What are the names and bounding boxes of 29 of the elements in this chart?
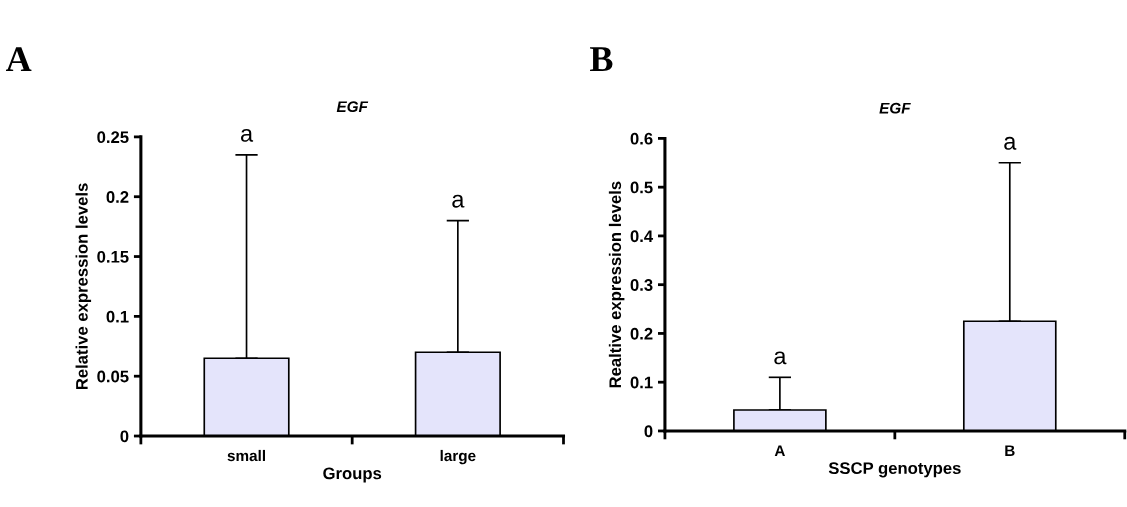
text: B	[590, 47, 613, 72]
y-tick-label: 0.4	[630, 230, 654, 243]
x-tick-label: A	[774, 445, 785, 456]
annotation: a	[240, 128, 254, 142]
x-axis-title: Groups	[323, 467, 382, 483]
x-tick-label: large	[440, 449, 476, 465]
y-tick-label: 0.2	[106, 191, 129, 203]
annotation: a	[774, 351, 787, 365]
chart-title: EGF	[336, 101, 369, 113]
text: A	[5, 47, 32, 71]
y-tick-label: 0.1	[630, 376, 653, 389]
y-tick-label: 0.05	[97, 370, 129, 383]
y-tick-label: 0.25	[97, 131, 129, 144]
annotation: a	[452, 194, 465, 208]
y-tick-label: 0.5	[630, 181, 653, 194]
y-tick-label: 0.1	[106, 310, 129, 323]
y-tick-label: 0	[120, 430, 129, 443]
y-tick-label: 0.3	[630, 279, 653, 291]
annotation: a	[1004, 136, 1017, 150]
x-axis-title: SSCP genotypes	[828, 462, 961, 478]
y-axis-title: Relative expression levels	[75, 183, 92, 390]
y-tick-label: 0.15	[97, 250, 129, 263]
y-tick-label: 0.6	[630, 132, 653, 145]
y-tick-label: 0	[644, 425, 653, 438]
x-tick-label: B	[1005, 445, 1015, 456]
y-tick-label: 0.2	[630, 327, 653, 340]
chart-title: EGF	[879, 102, 911, 114]
x-tick-label: small	[227, 449, 265, 462]
y-axis-title: Realtive expression levels	[608, 181, 625, 388]
